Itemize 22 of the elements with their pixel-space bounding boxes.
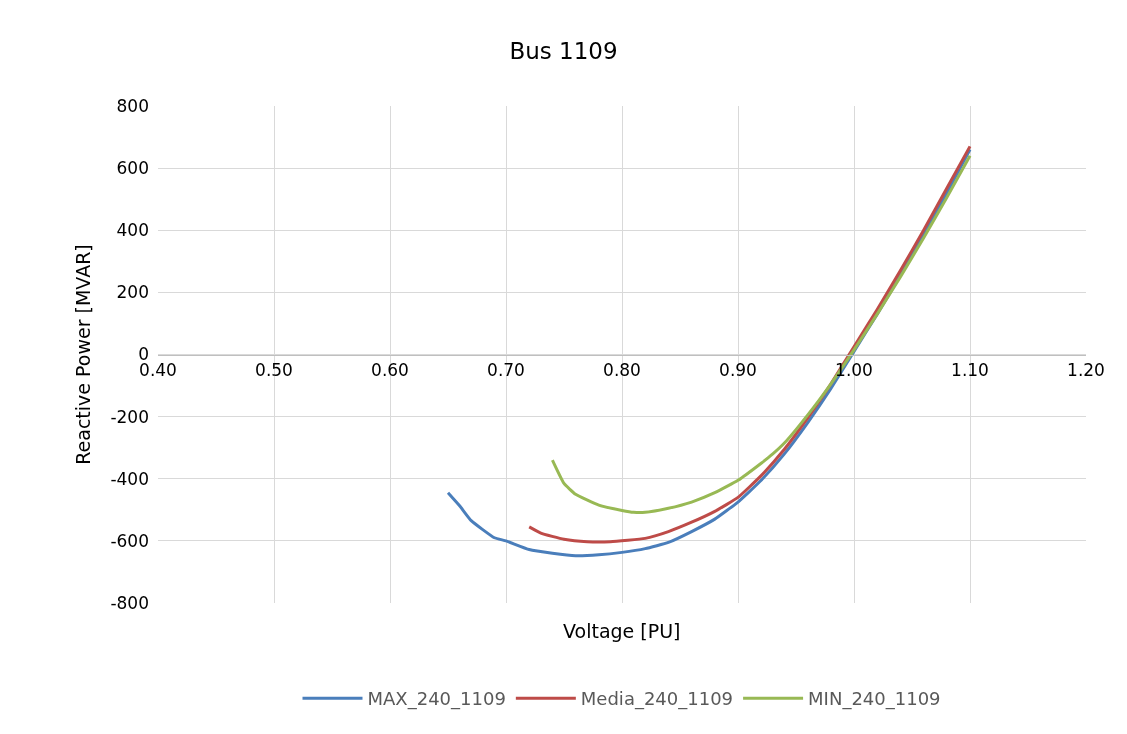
x-tick-label: 1.20 <box>1067 359 1105 380</box>
x-tick-label: 0.60 <box>371 359 409 380</box>
legend-label: Media_240_1109 <box>580 688 734 711</box>
y-tick-label: 800 <box>116 95 149 116</box>
legend-label: MAX_240_1109 <box>367 688 506 711</box>
x-tick-label: 0.70 <box>487 359 525 380</box>
y-tick-label: -400 <box>110 468 149 489</box>
y-tick-label: -800 <box>110 592 149 613</box>
x-tick-label: 0.50 <box>255 359 293 380</box>
x-axis-title: Voltage [PU] <box>563 620 681 642</box>
x-tick-label: 0.80 <box>603 359 641 380</box>
y-tick-label: -200 <box>110 406 149 427</box>
legend-label: MIN_240_1109 <box>808 688 941 711</box>
x-tick-label: 0.40 <box>139 359 177 380</box>
x-tick-label: 1.10 <box>951 359 989 380</box>
y-tick-label: -600 <box>110 530 149 551</box>
y-tick-label: 600 <box>116 158 149 179</box>
y-axis-title: Reactive Power [MVAR] <box>72 244 95 465</box>
y-tick-label: 200 <box>116 282 149 303</box>
y-tick-label: 400 <box>116 220 149 241</box>
chart-title: Bus 1109 <box>509 38 618 65</box>
x-tick-label: 0.90 <box>719 359 757 380</box>
